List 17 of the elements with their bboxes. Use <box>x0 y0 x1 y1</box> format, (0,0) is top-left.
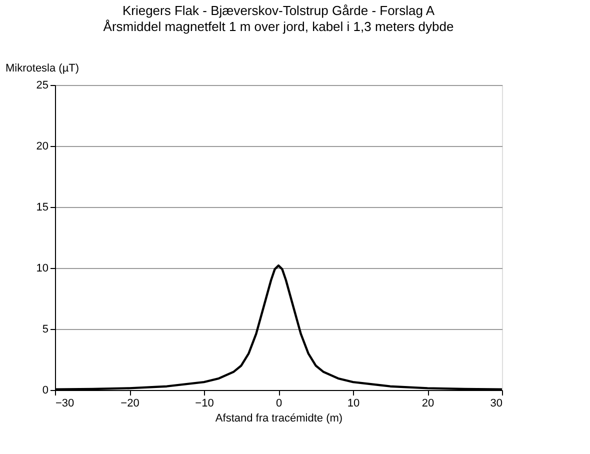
x-tick-label: 30 <box>490 398 502 410</box>
chart-subtitle: Årsmiddel magnetfelt 1 m over jord, kabel i 1,3 meters dybde <box>103 19 454 34</box>
x-tick-label: −10 <box>195 398 214 410</box>
y-tick-label: 5 <box>42 324 48 336</box>
x-tick-label: 20 <box>422 398 434 410</box>
y-tick-label: 0 <box>42 384 48 396</box>
x-tick-label: −30 <box>56 398 74 410</box>
x-axis-title: Afstand fra tracémidte (m) <box>215 412 343 424</box>
chart-title: Kriegers Flak - Bjæverskov-Tolstrup Gårde - Forslag A <box>122 3 435 18</box>
y-axis-title: Mikrotesla (µT) <box>6 62 80 74</box>
x-tick-label: 10 <box>347 398 360 410</box>
y-tick-label: 25 <box>36 80 48 92</box>
x-tick-label: 0 <box>276 398 282 410</box>
y-tick-label: 20 <box>36 140 48 152</box>
y-tick-label: 10 <box>36 262 48 274</box>
y-tick-label: 15 <box>36 202 48 214</box>
x-tick-label: −20 <box>120 398 140 410</box>
